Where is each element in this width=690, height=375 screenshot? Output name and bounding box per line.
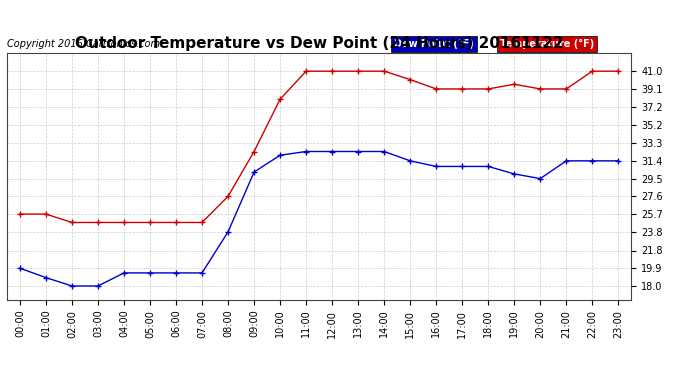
Text: Copyright 2016 Cartronics.com: Copyright 2016 Cartronics.com [7, 39, 160, 49]
Text: Dew Point (°F): Dew Point (°F) [394, 39, 474, 49]
Text: Temperature (°F): Temperature (°F) [500, 39, 595, 49]
Title: Outdoor Temperature vs Dew Point (24 Hours) 20161122: Outdoor Temperature vs Dew Point (24 Hou… [75, 36, 564, 51]
